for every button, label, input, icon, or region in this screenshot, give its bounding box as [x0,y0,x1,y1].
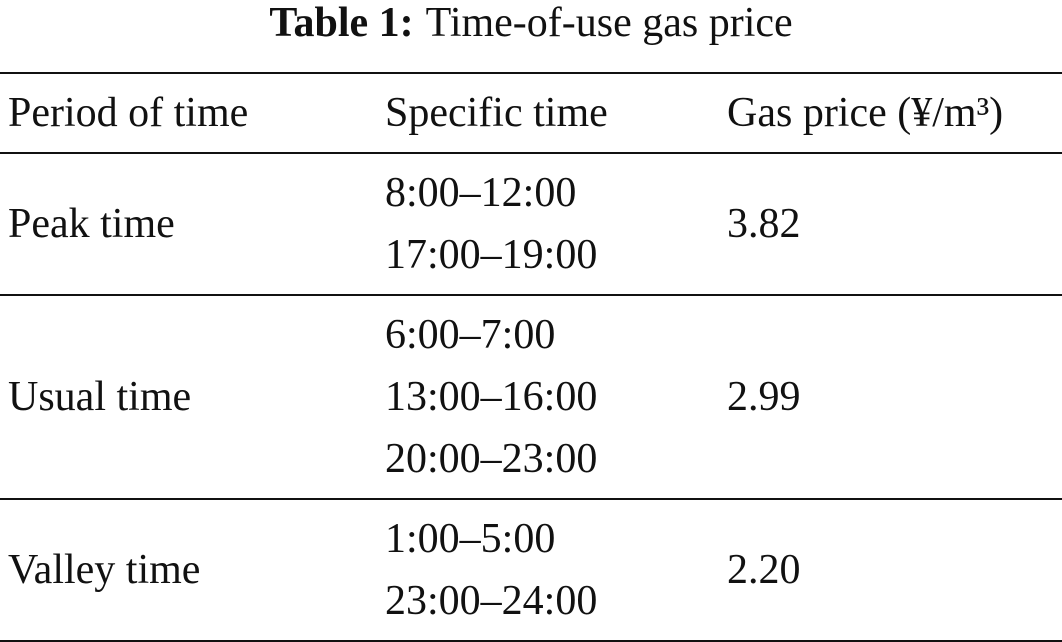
time-range: 8:00–12:00 [385,170,577,216]
caption-title: Time-of-use gas price [425,0,793,46]
time-cell: 1:00–5:00 23:00–24:00 [385,499,727,641]
header-cell: Gas price (¥/m³) [727,90,1004,136]
header-row: Period of time Specific time Gas price (… [0,73,1062,153]
period-cell: Peak time [8,201,175,247]
time-range: 13:00–16:00 [385,374,598,420]
time-range: 17:00–19:00 [385,232,598,278]
header-cell: Specific time [385,90,608,136]
time-range: 23:00–24:00 [385,578,598,624]
table-row: Peak time 8:00–12:00 17:00–19:00 3.82 [0,153,1062,295]
table-row: Valley time 1:00–5:00 23:00–24:00 2.20 [0,499,1062,641]
table-header: Period of time Specific time Gas price (… [0,73,1062,153]
period-cell: Valley time [8,547,201,593]
period-cell: Usual time [8,374,192,420]
caption-label: Table 1: [269,0,414,46]
time-range: 20:00–23:00 [385,436,598,482]
table-caption: Table 1: Time-of-use gas price [0,0,1062,72]
price-cell: 3.82 [727,201,801,247]
header-cell: Period of time [8,90,249,136]
price-table: Period of time Specific time Gas price (… [0,72,1062,642]
price-cell: 2.99 [727,374,801,420]
price-cell: 2.20 [727,547,801,593]
time-range: 1:00–5:00 [385,516,556,562]
table-row: Usual time 6:00–7:00 13:00–16:00 20:00–23:0… [0,295,1062,499]
table-body: Peak time 8:00–12:00 17:00–19:00 3.82 Usual … [0,153,1062,641]
time-cell: 8:00–12:00 17:00–19:00 [385,153,727,295]
time-cell: 6:00–7:00 13:00–16:00 20:00–23:00 [385,295,727,499]
time-range: 6:00–7:00 [385,312,556,358]
